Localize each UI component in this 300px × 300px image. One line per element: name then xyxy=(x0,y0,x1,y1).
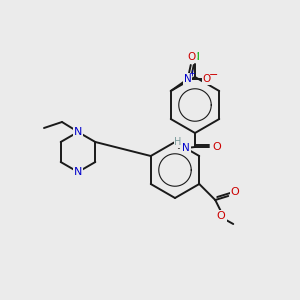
Text: O: O xyxy=(188,52,196,62)
Text: O: O xyxy=(217,211,226,221)
Text: −: − xyxy=(209,70,218,80)
Text: Cl: Cl xyxy=(190,52,200,62)
Text: N: N xyxy=(74,127,82,137)
Text: N: N xyxy=(74,167,82,177)
Text: +: + xyxy=(188,70,195,79)
Text: N: N xyxy=(184,74,192,84)
Text: O: O xyxy=(202,74,211,84)
Text: O: O xyxy=(213,142,221,152)
Text: N: N xyxy=(182,143,190,153)
Text: H: H xyxy=(174,137,182,147)
Text: O: O xyxy=(231,187,240,197)
